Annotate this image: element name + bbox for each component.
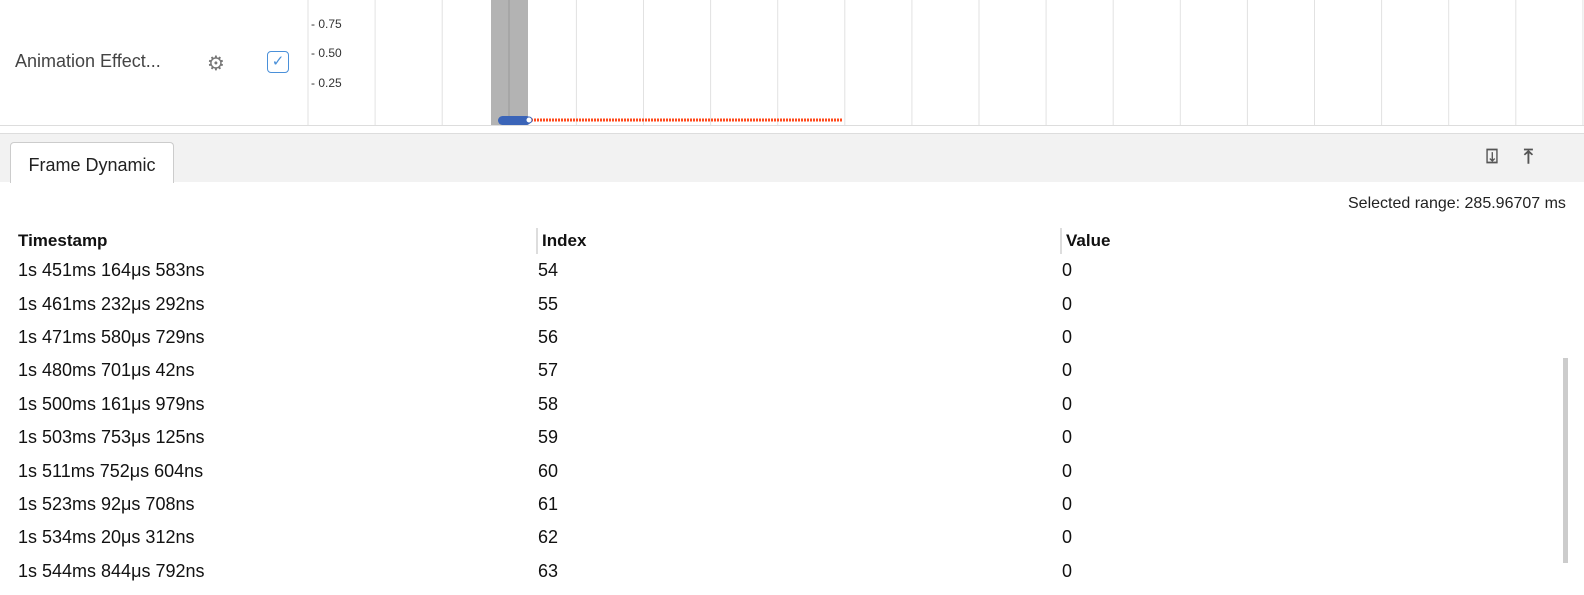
cell-value: 0 xyxy=(1062,260,1073,281)
cell-index: 62 xyxy=(538,527,559,548)
cell-timestamp: 1s 461ms 232μs 292ns xyxy=(18,293,205,314)
cell-index: 60 xyxy=(538,460,559,481)
cell-value: 0 xyxy=(1062,460,1073,481)
table-row[interactable]: 1s 500ms 161μs 979ns 58 0 xyxy=(18,388,1110,421)
cell-index: 56 xyxy=(538,326,559,347)
selected-range: Selected range: 285.96707 ms xyxy=(1348,195,1566,212)
scrollbar[interactable] xyxy=(1563,358,1568,563)
cell-timestamp: 1s 534ms 20μs 312ns xyxy=(18,527,195,548)
y-tick: - 0.50 xyxy=(311,46,342,60)
bottom-panel: Frame Dynamic ⍗ ⤒ Selected range: 285.96… xyxy=(0,133,1584,595)
cell-index: 63 xyxy=(538,560,559,581)
cell-index: 59 xyxy=(538,427,559,448)
cell-index: 61 xyxy=(538,493,559,514)
cell-timestamp: 1s 503ms 753μs 125ns xyxy=(18,427,205,448)
cell-value: 0 xyxy=(1062,293,1073,314)
tab-bar: Frame Dynamic ⍗ ⤒ xyxy=(0,133,1584,183)
cell-timestamp: 1s 511ms 752μs 604ns xyxy=(18,460,204,481)
download-icon[interactable]: ⍗ xyxy=(1486,146,1498,168)
cell-timestamp: 1s 523ms 92μs 708ns xyxy=(18,493,195,514)
cell-value: 0 xyxy=(1062,527,1073,548)
cell-timestamp: 1s 500ms 161μs 979ns xyxy=(18,393,205,414)
track-plot[interactable] xyxy=(0,0,1584,125)
tab-frame-dynamic[interactable]: Frame Dynamic xyxy=(10,142,174,183)
track-name: Animation Effect... xyxy=(15,51,161,71)
table-row[interactable]: 1s 451ms 164μs 583ns 54 0 xyxy=(18,254,1110,287)
cell-timestamp: 1s 544ms 844μs 792ns xyxy=(18,560,205,581)
column-header-timestamp[interactable]: Timestamp xyxy=(18,231,108,250)
cell-index: 55 xyxy=(538,293,559,314)
column-header-index[interactable]: Index xyxy=(536,228,1061,254)
cell-timestamp: 1s 471ms 580μs 729ns xyxy=(18,326,205,347)
cell-index: 58 xyxy=(538,393,559,414)
cell-index: 57 xyxy=(538,360,559,381)
cell-timestamp: 1s 451ms 164μs 583ns xyxy=(18,260,205,281)
cell-value: 0 xyxy=(1062,427,1073,448)
move-to-top-icon[interactable]: ⤒ xyxy=(1524,146,1533,168)
cell-value: 0 xyxy=(1062,393,1073,414)
y-tick: - 0.75 xyxy=(311,17,342,31)
frame-markers xyxy=(498,116,531,125)
cell-value: 0 xyxy=(1062,360,1073,381)
cell-index: 54 xyxy=(538,260,559,281)
table-row[interactable]: 1s 480ms 701μs 42ns 57 0 xyxy=(18,354,1110,387)
frame-table: Timestamp Index Value 1s 451ms 164μs 583… xyxy=(18,228,1111,588)
table-row[interactable]: 1s 534ms 20μs 312ns 62 0 xyxy=(18,521,1110,554)
animation-effect-track: Animation Effect... ⚙ ✓ - 0.75 - 0.50 - … xyxy=(0,0,1584,126)
cell-value: 0 xyxy=(1062,493,1073,514)
table-row[interactable]: 1s 511ms 752μs 604ns 60 0 xyxy=(18,454,1110,487)
table-row[interactable]: 1s 503ms 753μs 125ns 59 0 xyxy=(18,421,1110,454)
cell-value: 0 xyxy=(1062,326,1073,347)
column-header-value[interactable]: Value xyxy=(1059,228,1111,254)
cell-timestamp: 1s 480ms 701μs 42ns xyxy=(18,360,195,381)
table-row[interactable]: 1s 471ms 580μs 729ns 56 0 xyxy=(18,321,1110,354)
track-checkbox[interactable]: ✓ xyxy=(267,51,289,73)
y-tick: - 0.25 xyxy=(311,76,342,90)
table-row[interactable]: 1s 523ms 92μs 708ns 61 0 xyxy=(18,488,1110,521)
marker-point xyxy=(525,116,533,124)
gear-icon[interactable]: ⚙ xyxy=(207,53,225,75)
table-row[interactable]: 1s 544ms 844μs 792ns 63 0 xyxy=(18,555,1110,588)
table-row[interactable]: 1s 461ms 232μs 292ns 55 0 xyxy=(18,287,1110,320)
cell-value: 0 xyxy=(1062,560,1073,581)
